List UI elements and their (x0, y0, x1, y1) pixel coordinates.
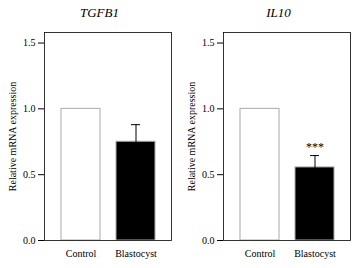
svg-text:***: *** (306, 140, 324, 154)
svg-text:Control: Control (245, 248, 276, 259)
svg-text:Relative mRNA expression: Relative mRNA expression (7, 82, 18, 191)
svg-text:Blastocyst: Blastocyst (115, 248, 157, 259)
html-text:IL10: IL10 (266, 5, 291, 20)
svg-text:1.5: 1.5 (202, 37, 215, 48)
svg-text:0.0: 0.0 (202, 235, 215, 246)
svg-text:1.0: 1.0 (23, 103, 36, 114)
svg-text:0.5: 0.5 (202, 169, 215, 180)
svg-text:1.5: 1.5 (23, 37, 36, 48)
html-text:TGFB1: TGFB1 (80, 5, 119, 20)
svg-text:0.0: 0.0 (23, 235, 36, 246)
svg-text:Control: Control (66, 248, 97, 259)
svg-text:Relative mRNA expression: Relative mRNA expression (186, 82, 197, 191)
svg-text:Blastocyst: Blastocyst (294, 248, 336, 259)
svg-text:0.5: 0.5 (23, 169, 36, 180)
svg-text:1.0: 1.0 (202, 103, 215, 114)
